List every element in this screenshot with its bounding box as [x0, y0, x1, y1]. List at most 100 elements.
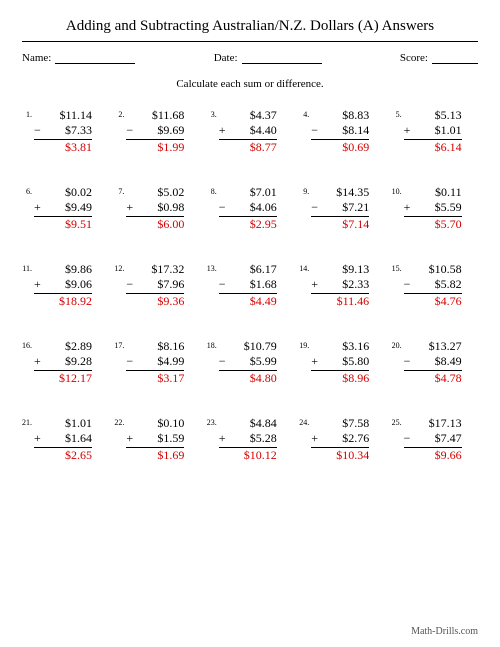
- operand-b: +$1.64: [34, 431, 92, 446]
- answer: $4.80: [219, 371, 277, 386]
- date-label: Date:: [214, 52, 238, 64]
- operand-b: +$5.59: [404, 200, 462, 215]
- problem: 22.$0.10+$1.59$1.69: [114, 416, 200, 463]
- problem-number: 6.: [22, 185, 34, 196]
- operand-a: $11.14: [34, 108, 92, 123]
- problem-number: 4.: [299, 108, 311, 119]
- operand-a: $1.01: [34, 416, 92, 431]
- problem: 13.$6.17−$1.68$4.49: [207, 262, 293, 309]
- problem-number: 10.: [392, 185, 404, 196]
- date-field: Date:: [214, 52, 322, 64]
- operand-a: $17.32: [126, 262, 184, 277]
- footer-text: Math-Drills.com: [411, 626, 478, 637]
- problem-stack: $6.17−$1.68$4.49: [219, 262, 277, 309]
- operand-a: $14.35: [311, 185, 369, 200]
- problem-number: 24.: [299, 416, 311, 427]
- problem-stack: $8.16−$4.99$3.17: [126, 339, 184, 386]
- operand-b: +$4.40: [219, 123, 277, 138]
- operand-a: $17.13: [404, 416, 462, 431]
- problem-stack: $1.01+$1.64 $2.65: [34, 416, 92, 463]
- operand-b: +$9.28: [34, 354, 92, 369]
- problem-stack: $17.32−$7.96$9.36: [126, 262, 184, 309]
- problem: 4.$8.83−$8.14 $0.69: [299, 108, 385, 155]
- problem: 15.$10.58−$5.82$4.76: [392, 262, 478, 309]
- problem-stack: $0.02+$9.49$9.51: [34, 185, 92, 232]
- problem-number: 16.: [22, 339, 34, 350]
- operand-b: +$9.06: [34, 277, 92, 292]
- problem-number: 21.: [22, 416, 34, 427]
- operand-b: −$4.06: [219, 200, 277, 215]
- problem-stack: $5.02+$0.98$6.00: [126, 185, 184, 232]
- problem-number: 8.: [207, 185, 219, 196]
- operand-b: +$1.01: [404, 123, 462, 138]
- operand-a: $4.84: [219, 416, 277, 431]
- answer: $4.76: [404, 294, 462, 309]
- answer: $3.81: [34, 140, 92, 155]
- answer: $6.14: [404, 140, 462, 155]
- problem-stack: $8.83−$8.14 $0.69: [311, 108, 369, 155]
- problem-number: 15.: [392, 262, 404, 273]
- problem-number: 12.: [114, 262, 126, 273]
- problem-stack: $4.84+$5.28$10.12: [219, 416, 277, 463]
- operand-b: −$1.68: [219, 277, 277, 292]
- problem: 6.$0.02+$9.49$9.51: [22, 185, 108, 232]
- problem: 8.$7.01−$4.06$2.95: [207, 185, 293, 232]
- answer: $9.66: [404, 448, 462, 463]
- problem: 16.$2.89+$9.28$12.17: [22, 339, 108, 386]
- problem-number: 17.: [114, 339, 126, 350]
- problem-number: 11.: [22, 262, 34, 273]
- problem-stack: $10.79−$5.99$4.80: [219, 339, 277, 386]
- problem: 3.$4.37+$4.40$8.77: [207, 108, 293, 155]
- problem-number: 22.: [114, 416, 126, 427]
- problem: 24.$7.58+$2.76$10.34: [299, 416, 385, 463]
- answer: $10.34: [311, 448, 369, 463]
- operand-b: +$1.59: [126, 431, 184, 446]
- answer: $0.69: [311, 140, 369, 155]
- problem-grid: 1.$11.14−$7.33$3.812.$11.68−$9.69$1.993.…: [22, 108, 478, 463]
- page-title: Adding and Subtracting Australian/N.Z. D…: [22, 18, 478, 42]
- problem: 25.$17.13−$7.47$9.66: [392, 416, 478, 463]
- problem-stack: $0.11+$5.59$5.70: [404, 185, 462, 232]
- problem-stack: $7.58+$2.76$10.34: [311, 416, 369, 463]
- answer: $11.46: [311, 294, 369, 309]
- problem-stack: $17.13−$7.47$9.66: [404, 416, 462, 463]
- answer: $5.70: [404, 217, 462, 232]
- operand-b: +$5.80: [311, 354, 369, 369]
- operand-b: −$7.33: [34, 123, 92, 138]
- problem-stack: $9.13+$2.33$11.46: [311, 262, 369, 309]
- operand-a: $8.83: [311, 108, 369, 123]
- operand-b: −$7.21: [311, 200, 369, 215]
- answer: $4.78: [404, 371, 462, 386]
- operand-b: −$9.69: [126, 123, 184, 138]
- operand-b: −$4.99: [126, 354, 184, 369]
- operand-b: +$2.33: [311, 277, 369, 292]
- problem-number: 2.: [114, 108, 126, 119]
- problem-stack: $7.01−$4.06$2.95: [219, 185, 277, 232]
- operand-a: $11.68: [126, 108, 184, 123]
- problem-number: 18.: [207, 339, 219, 350]
- problem-stack: $11.14−$7.33 $3.81: [34, 108, 92, 155]
- answer: $2.95: [219, 217, 277, 232]
- score-label: Score:: [400, 52, 428, 64]
- problem: 12.$17.32−$7.96$9.36: [114, 262, 200, 309]
- operand-b: +$9.49: [34, 200, 92, 215]
- answer: $2.65: [34, 448, 92, 463]
- problem: 23.$4.84+$5.28$10.12: [207, 416, 293, 463]
- operand-a: $13.27: [404, 339, 462, 354]
- operand-a: $7.58: [311, 416, 369, 431]
- problem-number: 23.: [207, 416, 219, 427]
- operand-a: $10.58: [404, 262, 462, 277]
- problem: 17.$8.16−$4.99$3.17: [114, 339, 200, 386]
- problem-number: 5.: [392, 108, 404, 119]
- name-label: Name:: [22, 52, 51, 64]
- header-row: Name: Date: Score:: [22, 52, 478, 64]
- operand-a: $5.13: [404, 108, 462, 123]
- problem: 7.$5.02+$0.98$6.00: [114, 185, 200, 232]
- answer: $6.00: [126, 217, 184, 232]
- operand-a: $9.86: [34, 262, 92, 277]
- answer: $9.36: [126, 294, 184, 309]
- operand-b: +$0.98: [126, 200, 184, 215]
- problem: 19.$3.16+$5.80$8.96: [299, 339, 385, 386]
- operand-b: −$8.14: [311, 123, 369, 138]
- problem: 20.$13.27−$8.49$4.78: [392, 339, 478, 386]
